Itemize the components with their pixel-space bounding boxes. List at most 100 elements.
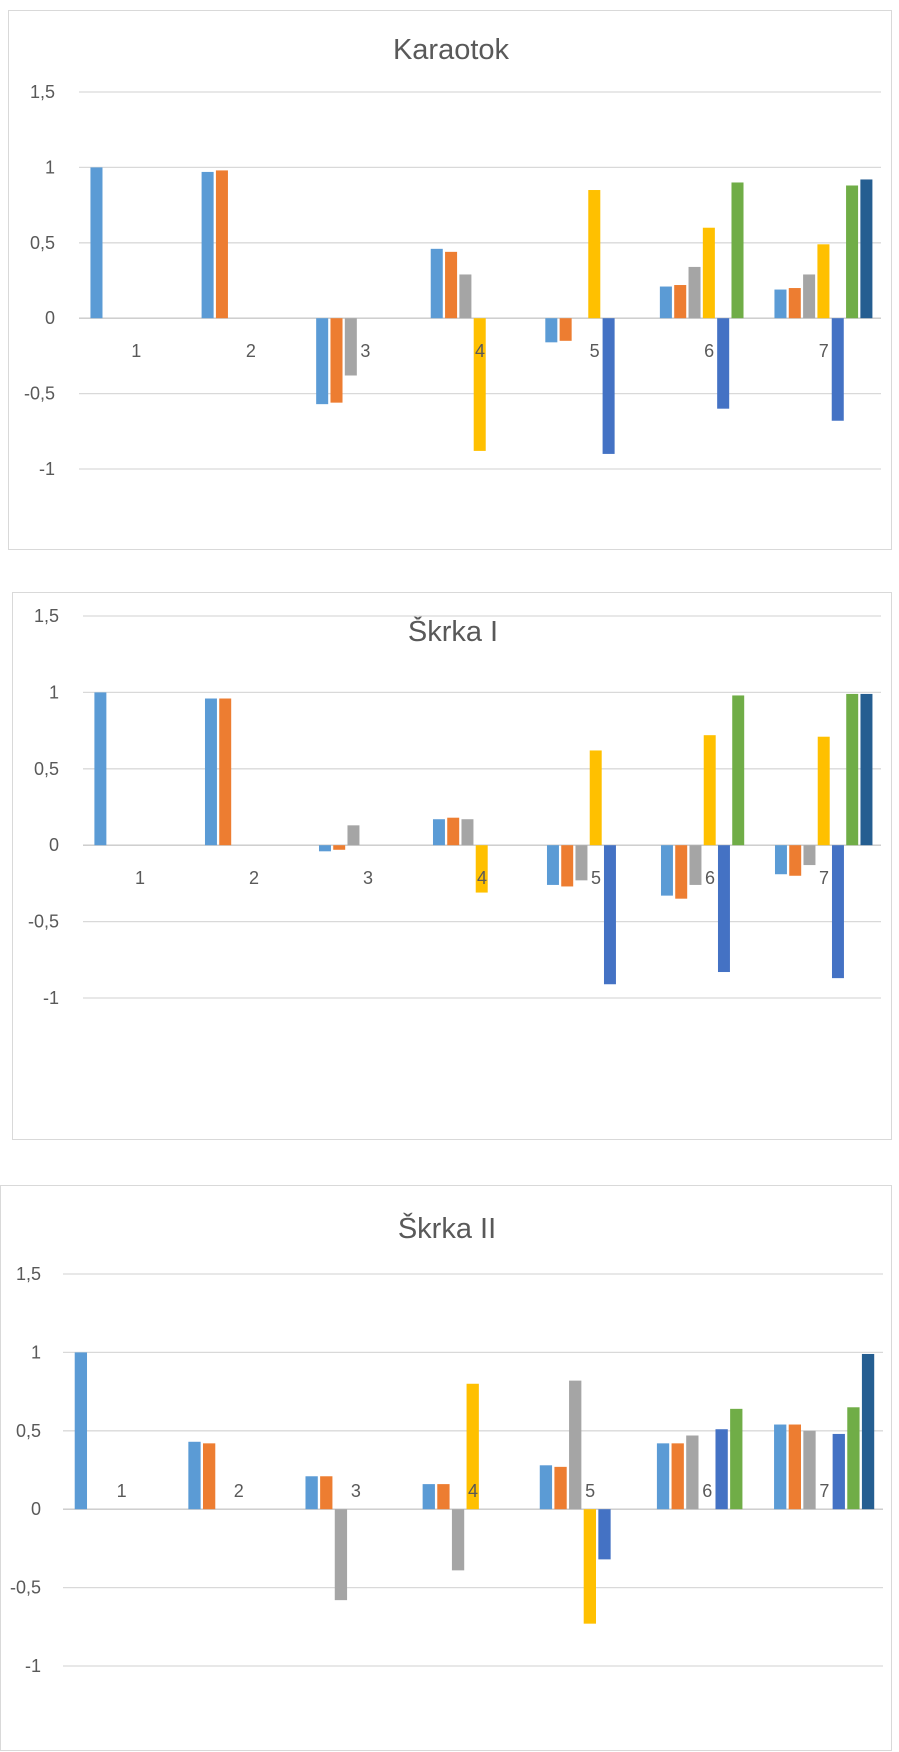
bar-series-2-cat-4 (445, 251, 458, 319)
bar-series-4-cat-7 (817, 244, 830, 319)
y-tick-label: -1 (43, 988, 59, 1008)
bar-series-4-cat-5 (589, 750, 602, 846)
bar-series-6-cat-7 (846, 185, 859, 319)
bar-series-1-cat-2 (201, 171, 214, 319)
bar-series-2-cat-6 (674, 285, 687, 319)
y-tick-label: 1,5 (34, 606, 59, 626)
bar-series-4-cat-4 (466, 1383, 479, 1510)
bar-series-3-cat-3 (334, 1509, 348, 1601)
bar-series-5-cat-6 (717, 318, 730, 409)
bar-series-1-cat-3 (318, 845, 331, 852)
bar-series-5-cat-7 (832, 1433, 845, 1510)
bar-series-1-cat-1 (90, 167, 103, 319)
bar-series-1-cat-4 (430, 248, 443, 319)
y-tick-label: 0 (31, 1499, 41, 1519)
bar-series-5-cat-6 (717, 845, 730, 973)
bar-series-6-cat-7 (846, 693, 859, 846)
chart-title: Škrka II (398, 1211, 496, 1245)
x-category-label: 6 (704, 341, 714, 361)
x-category-label: 3 (363, 868, 373, 888)
x-category-label: 2 (249, 868, 259, 888)
x-category-label: 2 (246, 341, 256, 361)
bar-series-1-cat-4 (422, 1484, 435, 1510)
bar-series-3-cat-4 (461, 819, 474, 846)
chart-karaotok: Karaotok 1,5 1 0,5 0 -0,5 -1 1 2 3 4 5 6 7 (8, 10, 892, 550)
bar-series-3-cat-6 (689, 845, 702, 885)
x-category-label: 6 (705, 868, 715, 888)
bar-series-1-cat-2 (204, 698, 217, 846)
bar-series-6-cat-6 (732, 695, 745, 846)
bar-series-2-cat-4 (437, 1484, 450, 1510)
bar-series-3-cat-6 (686, 1435, 699, 1510)
bar-series-1-cat-7 (774, 1424, 787, 1510)
bar-series-2-cat-2 (219, 698, 232, 846)
bar-series-2-cat-3 (330, 318, 343, 403)
y-tick-label: 1,5 (30, 82, 55, 102)
bar-series-1-cat-1 (94, 692, 107, 846)
bar-series-4-cat-6 (703, 735, 716, 846)
bar-series-2-cat-5 (561, 845, 574, 887)
bar-series-3-cat-7 (803, 845, 816, 866)
bar-series-6-cat-6 (731, 182, 744, 319)
bar-series-5-cat-5 (602, 318, 615, 454)
bar-series-3-cat-7 (803, 274, 816, 319)
bar-series-2-cat-2 (215, 170, 228, 319)
x-category-label: 5 (591, 868, 601, 888)
bar-series-3-cat-5 (569, 1380, 582, 1510)
y-tick-label: -1 (39, 459, 55, 479)
bar-series-5-cat-5 (598, 1509, 611, 1560)
y-tick-label: 1,5 (16, 1264, 41, 1284)
x-category-label: 6 (702, 1481, 712, 1501)
bar-series-7-cat-7 (861, 1353, 875, 1510)
bar-series-1-cat-5 (545, 318, 558, 343)
bar-series-4-cat-5 (588, 190, 601, 319)
chart-skrka-ii-plot: Škrka II 1,5 1 0,5 0 -0,5 -1 1 2 3 4 5 6 7 (10, 1211, 883, 1676)
bar-series-2-cat-6 (675, 845, 688, 899)
bar-series-4-cat-4 (473, 318, 486, 451)
x-category-label: 7 (819, 868, 829, 888)
chart-title: Karaotok (393, 34, 510, 66)
bar-series-1-cat-7 (774, 845, 787, 875)
bar-series-4-cat-4 (475, 845, 488, 893)
bar-series-1-cat-5 (539, 1465, 553, 1510)
x-category-label: 1 (131, 341, 141, 361)
x-category-label: 7 (819, 1481, 829, 1501)
bar-series-2-cat-6 (671, 1443, 684, 1510)
y-tick-label: -0,5 (10, 1578, 41, 1598)
x-category-label: 4 (477, 868, 487, 888)
bar-series-1-cat-3 (305, 1476, 318, 1510)
bar-series-1-cat-7 (774, 289, 787, 319)
x-category-label: 5 (590, 341, 600, 361)
chart-skrka-ii: Škrka II 1,5 1 0,5 0 -0,5 -1 1 2 3 4 5 6 7 (0, 1185, 892, 1751)
bar-series-3-cat-3 (344, 318, 357, 376)
bar-series-1-cat-4 (432, 819, 445, 846)
bar-series-1-cat-6 (660, 845, 673, 896)
bar-series-6-cat-6 (730, 1408, 743, 1510)
y-tick-label: 1 (45, 157, 55, 177)
bar-series-7-cat-7 (860, 179, 873, 319)
y-tick-label: 1 (31, 1342, 41, 1362)
y-tick-label: 0 (49, 835, 59, 855)
y-tick-label: 0,5 (16, 1421, 41, 1441)
y-tick-label: 0,5 (34, 759, 59, 779)
bar-series-3-cat-4 (459, 274, 472, 319)
y-tick-label: -0,5 (24, 384, 55, 404)
chart-karaotok-plot: Karaotok 1,5 1 0,5 0 -0,5 -1 1 2 3 4 5 6 7 (24, 34, 881, 479)
x-category-label: 3 (351, 1481, 361, 1501)
x-category-label: 7 (819, 341, 829, 361)
bar-series-2-cat-2 (202, 1443, 216, 1510)
y-tick-label: 1 (49, 682, 59, 702)
bar-series-2-cat-5 (554, 1466, 567, 1510)
x-category-label: 4 (468, 1481, 478, 1501)
bar-series-2-cat-3 (333, 845, 346, 850)
x-category-label: 1 (135, 868, 145, 888)
bar-series-1-cat-5 (546, 845, 559, 885)
bar-series-5-cat-7 (831, 845, 844, 979)
y-tick-label: -0,5 (28, 912, 59, 932)
bar-series-3-cat-7 (803, 1430, 816, 1510)
x-category-label: 3 (360, 341, 370, 361)
x-category-label: 2 (234, 1481, 244, 1501)
bar-series-7-cat-7 (860, 693, 873, 846)
bar-series-3-cat-6 (688, 266, 701, 319)
bar-series-3-cat-5 (575, 845, 588, 881)
